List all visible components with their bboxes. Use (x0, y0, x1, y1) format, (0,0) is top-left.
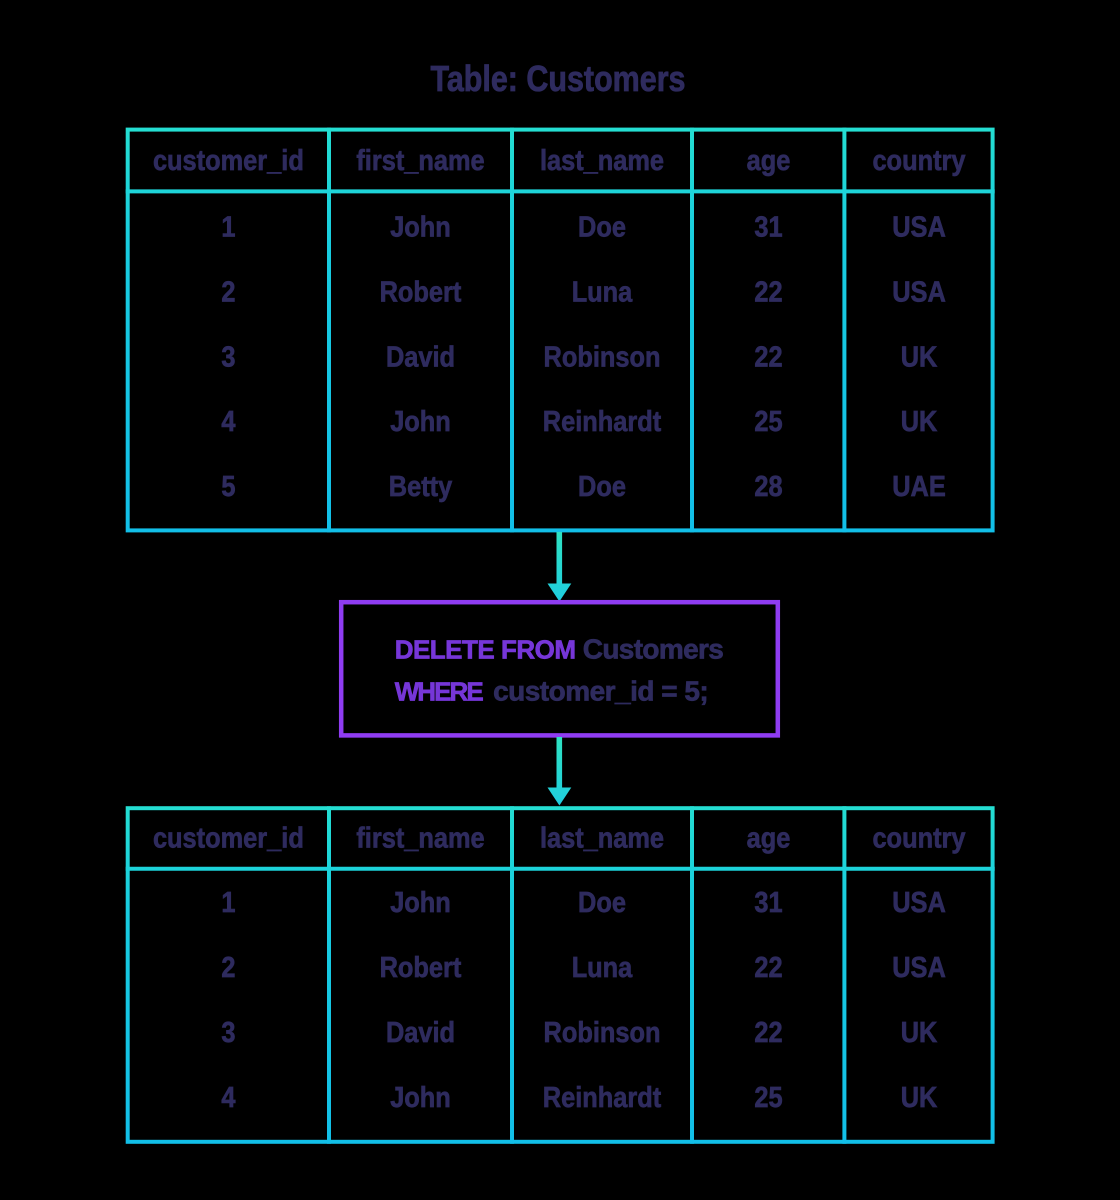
svg-text:31: 31 (754, 887, 782, 919)
svg-text:USA: USA (892, 952, 946, 984)
svg-text:USA: USA (892, 212, 946, 244)
svg-text:Robert: Robert (380, 277, 462, 309)
svg-text:age: age (747, 822, 791, 854)
svg-text:Reinhardt: Reinhardt (543, 1082, 662, 1114)
svg-text:USA: USA (892, 277, 946, 309)
svg-text:Reinhardt: Reinhardt (543, 406, 662, 438)
svg-text:22: 22 (754, 341, 782, 373)
svg-text:Table: Customers: Table: Customers (431, 58, 686, 99)
svg-text:UK: UK (901, 1082, 938, 1114)
svg-text:Robinson: Robinson (544, 1017, 661, 1049)
svg-text:age: age (747, 145, 791, 177)
svg-text:22: 22 (754, 1017, 782, 1049)
svg-text:Robert: Robert (380, 952, 462, 984)
svg-text:first_name: first_name (356, 822, 484, 854)
svg-text:22: 22 (754, 277, 782, 309)
svg-text:Doe: Doe (578, 471, 626, 503)
svg-text:UK: UK (901, 1017, 938, 1049)
svg-text:Doe: Doe (578, 887, 626, 919)
svg-text:28: 28 (754, 471, 782, 503)
svg-text:first_name: first_name (356, 145, 484, 177)
svg-text:Luna: Luna (572, 277, 633, 309)
svg-text:2: 2 (221, 277, 235, 309)
svg-text:3: 3 (221, 341, 235, 373)
svg-text:John: John (390, 887, 451, 919)
svg-text:4: 4 (221, 406, 235, 438)
svg-text:DELETE FROM: DELETE FROM (395, 635, 576, 665)
svg-text:1: 1 (221, 887, 235, 919)
svg-text:country: country (872, 822, 965, 854)
svg-text:David: David (386, 1017, 455, 1049)
svg-text:John: John (390, 1082, 451, 1114)
svg-text:22: 22 (754, 952, 782, 984)
svg-text:25: 25 (754, 406, 782, 438)
svg-text:Robinson: Robinson (544, 341, 661, 373)
svg-text:31: 31 (754, 212, 782, 244)
svg-text:Doe: Doe (578, 212, 626, 244)
svg-text:4: 4 (221, 1082, 235, 1114)
svg-text:David: David (386, 341, 455, 373)
svg-text:Betty: Betty (389, 471, 452, 503)
svg-text:WHERE: WHERE (395, 677, 484, 707)
svg-text:country: country (872, 145, 965, 177)
svg-text:1: 1 (221, 212, 235, 244)
svg-text:UK: UK (901, 341, 938, 373)
svg-text:2: 2 (221, 952, 235, 984)
svg-text:Customers: Customers (583, 634, 724, 665)
svg-text:John: John (390, 212, 451, 244)
svg-text:UK: UK (901, 406, 938, 438)
svg-text:last_name: last_name (540, 822, 664, 854)
svg-text:customer_id: customer_id (153, 145, 304, 177)
svg-text:customer_id: customer_id (153, 822, 304, 854)
svg-text:25: 25 (754, 1082, 782, 1114)
svg-text:John: John (390, 406, 451, 438)
svg-text:UAE: UAE (892, 471, 946, 503)
svg-text:customer_id = 5;: customer_id = 5; (493, 676, 709, 707)
svg-text:5: 5 (221, 471, 235, 503)
svg-text:3: 3 (221, 1017, 235, 1049)
svg-text:last_name: last_name (540, 145, 664, 177)
svg-text:Luna: Luna (572, 952, 633, 984)
svg-text:USA: USA (892, 887, 946, 919)
